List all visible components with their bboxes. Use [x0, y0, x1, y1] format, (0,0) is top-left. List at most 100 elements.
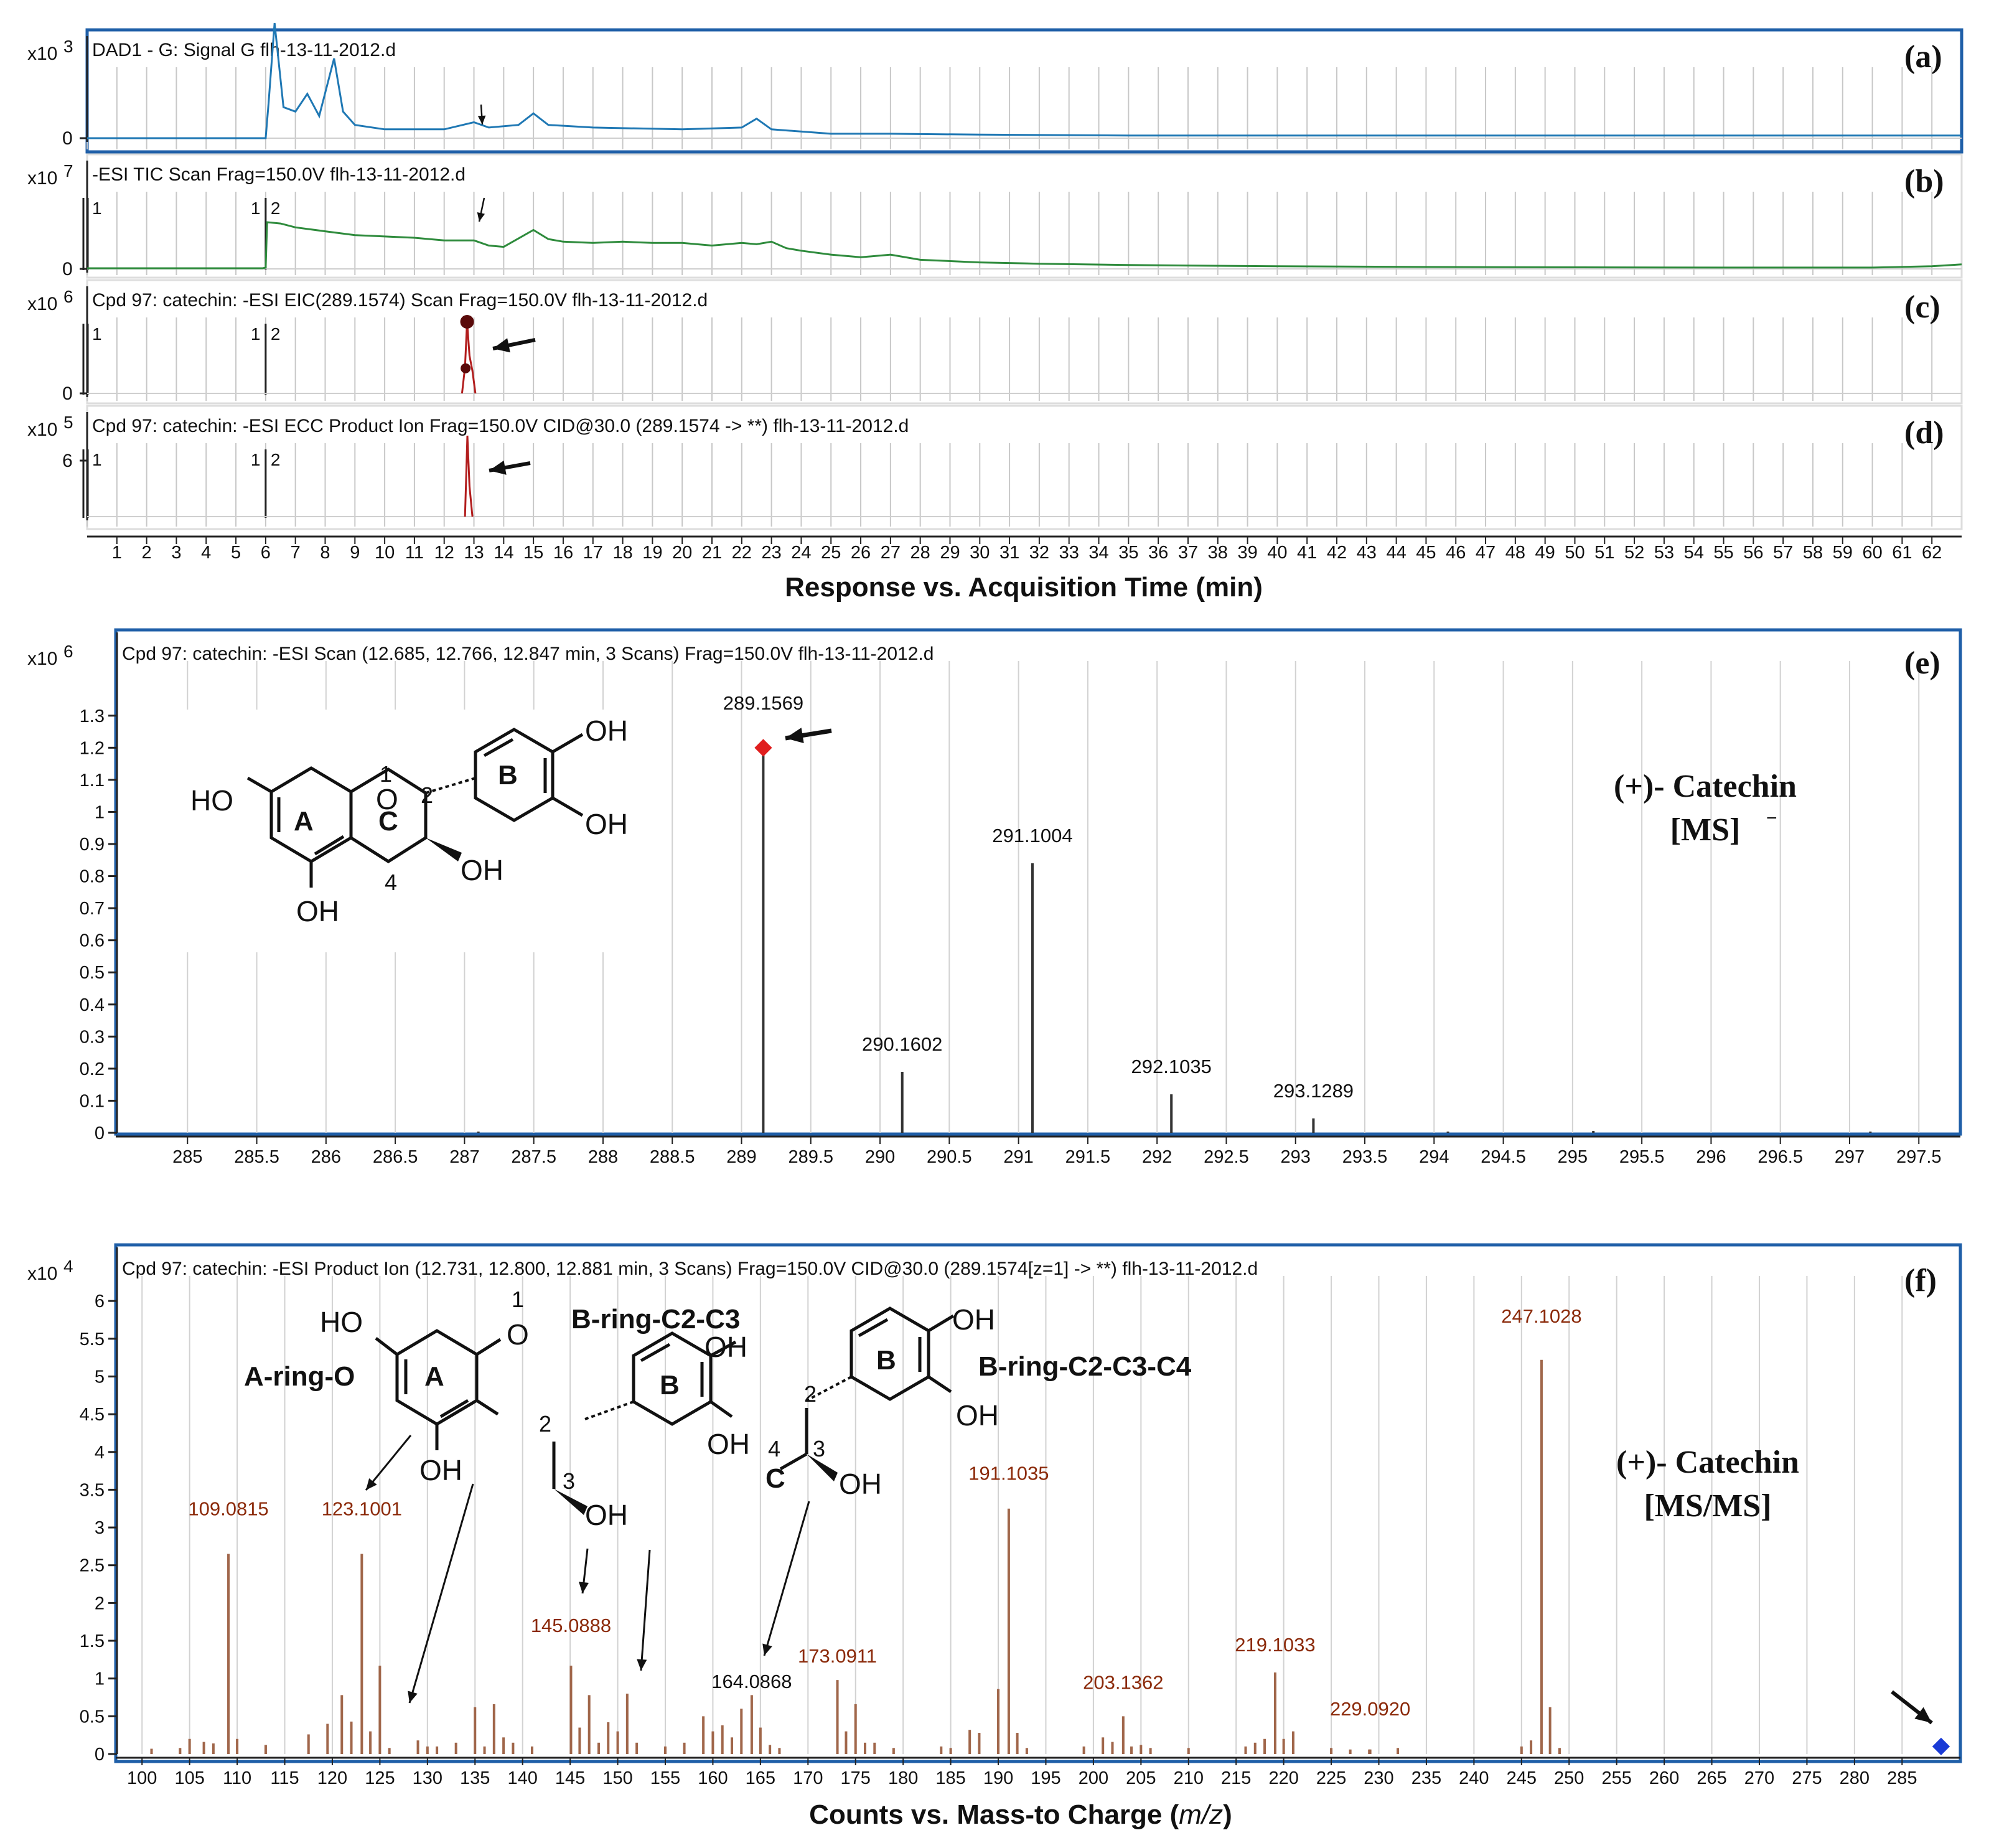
ring-label: B: [876, 1345, 896, 1376]
x-tick-label: 220: [1268, 1768, 1298, 1788]
structure-label: HO: [320, 1306, 363, 1338]
x-tick-label: 210: [1174, 1768, 1204, 1788]
panel-letter: (b): [1904, 164, 1944, 199]
y-tick-label: 0.5: [80, 1707, 105, 1727]
bond: [927, 1314, 955, 1333]
marker-label: 1: [251, 324, 261, 344]
x-tick-label: 287: [449, 1147, 479, 1167]
x-tick-label: 31: [999, 543, 1019, 563]
y-tick-label: 1.2: [80, 738, 105, 758]
panel-title: Cpd 97: catechin: -ESI EIC(289.1574) Sca…: [92, 290, 708, 311]
x-tick-label: 294: [1419, 1147, 1449, 1167]
annotation-charge: −: [1766, 808, 1777, 828]
x-tick-label: 285: [172, 1147, 202, 1167]
chromatogram-x-axis: 1 2 3 4 5 6 7 8 9 10 11 12 13 14 15 16 17 18 19 20 21 22 23 24 2…: [87, 535, 1962, 603]
x-tick-label: 40: [1267, 543, 1287, 563]
panel-frame: [86, 279, 1963, 405]
scale-label: x10: [27, 420, 57, 440]
x-tick-label: 14: [494, 543, 513, 563]
x-tick-label: 25: [821, 543, 841, 563]
trace-line: [87, 221, 1962, 270]
annotation-compound: (+)- Catechin: [1614, 769, 1797, 804]
x-tick-label: 292.5: [1204, 1147, 1249, 1167]
x-tick-label: 24: [791, 543, 811, 563]
atom-number: 3: [813, 1436, 825, 1461]
marker-label: 1: [92, 450, 102, 469]
x-tick-label: 12: [434, 543, 454, 563]
x-tick-label: 295: [1558, 1147, 1588, 1167]
x-tick-label: 130: [413, 1768, 442, 1788]
panel-letter: (e): [1904, 645, 1940, 681]
panel-frame: [86, 153, 1963, 279]
x-tick-label: 296.5: [1758, 1147, 1803, 1167]
fragment-arrow-shaft: [763, 1501, 810, 1656]
atom-number: 3: [563, 1468, 575, 1494]
y-tick-label: 0: [95, 1123, 105, 1143]
precursor-marker: [1932, 1737, 1950, 1756]
x-tick-label: 105: [174, 1768, 204, 1788]
y-tick-label: 0: [62, 383, 73, 404]
atom-number: 2: [539, 1411, 551, 1437]
y-tick-label: 0.1: [80, 1091, 105, 1111]
annotation-mode: [MS]: [1670, 812, 1741, 848]
panel-title: Cpd 97: catechin: -ESI Product Ion (12.7…: [122, 1259, 1258, 1279]
x-tick-label: 270: [1744, 1768, 1774, 1788]
bond: [927, 1375, 952, 1394]
scale-exponent: 6: [63, 642, 73, 661]
x-tick-label: 297.5: [1896, 1147, 1942, 1167]
wedge-bond: [554, 1489, 587, 1515]
x-tick-label: 15: [523, 543, 543, 563]
scale-exponent: 6: [63, 287, 73, 306]
x-tick-label: 175: [841, 1768, 871, 1788]
precursor-arrow-head: [1914, 1707, 1932, 1723]
x-tick-label: 165: [746, 1768, 775, 1788]
x-tick-label: 11: [405, 543, 424, 563]
x-tick-label: 120: [317, 1768, 347, 1788]
panel-frame: [85, 28, 1964, 154]
y-tick-label: 0.3: [80, 1027, 105, 1047]
x-tick-label: 55: [1713, 543, 1733, 563]
double-bond: [640, 1343, 671, 1363]
x-tick-label: 17: [583, 543, 603, 563]
bond: [475, 1399, 499, 1416]
x-tick-label: 36: [1148, 543, 1168, 563]
fragment-label: B-ring-C2-C3-C4: [978, 1351, 1192, 1382]
annotation-compound: (+)- Catechin: [1616, 1445, 1799, 1480]
x-tick-label: 100: [127, 1768, 157, 1788]
structure-label: O: [376, 783, 398, 815]
x-tick-label: 6: [261, 543, 271, 563]
y-tick-label: 0: [95, 1745, 105, 1765]
x-tick-label: 296: [1696, 1147, 1726, 1167]
peak-label: 229.0920: [1330, 1698, 1410, 1720]
x-tick-label: 62: [1922, 543, 1942, 563]
x-tick-label: 288.5: [650, 1147, 695, 1167]
x-tick-label: 135: [460, 1768, 490, 1788]
x-tick-label: 291.5: [1065, 1147, 1111, 1167]
atom-number: 4: [385, 870, 397, 895]
x-tick-label: 23: [761, 543, 781, 563]
panel-letter: (a): [1904, 39, 1942, 75]
peak-label: 247.1028: [1501, 1305, 1581, 1327]
x-tick-label: 49: [1535, 543, 1555, 563]
scale-label: x10: [27, 168, 57, 189]
y-tick-label: 1.3: [80, 706, 105, 726]
scale-label: x10: [27, 44, 57, 64]
fragment-arrow-head: [637, 1659, 647, 1671]
peak-label: 219.1033: [1235, 1634, 1315, 1656]
y-tick-label: 0.8: [80, 867, 105, 887]
panel-title: Cpd 97: catechin: -ESI Scan (12.685, 12.…: [122, 644, 934, 664]
marker-label: 2: [271, 450, 281, 469]
ring-label: B: [660, 1370, 680, 1400]
y-tick-label: 0.4: [80, 995, 105, 1015]
x-tick-label: 240: [1459, 1768, 1489, 1788]
ms-spectrum-panel: 0 0.1 0.2 0.3 0.4 0.5 0.6 0.7 0.8 0.9 1 1.1 1.2 1.3 28…: [27, 628, 1962, 1167]
x-axis-title: Counts vs. Mass-to Charge (m/z): [809, 1799, 1232, 1830]
x-tick-label: 53: [1654, 543, 1674, 563]
y-tick-label: 1: [95, 802, 105, 822]
scale-exponent: 3: [63, 37, 73, 56]
x-tick-label: 56: [1743, 543, 1763, 563]
x-tick-label: 160: [698, 1768, 728, 1788]
x-tick-label: 9: [350, 543, 360, 563]
hashed-bond: [806, 1376, 852, 1402]
